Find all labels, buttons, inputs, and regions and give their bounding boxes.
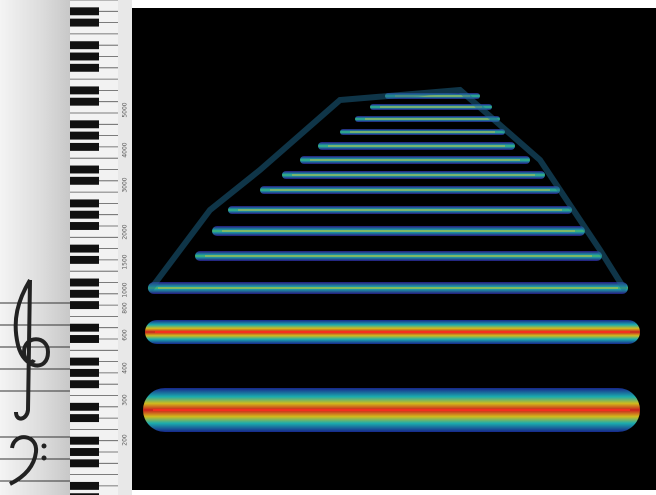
black-key [70,448,99,456]
black-key [70,166,99,174]
black-key [70,199,99,207]
bass-clef-dot [42,456,47,461]
black-key [70,482,99,490]
black-key [70,256,99,264]
black-key [70,279,99,287]
frequency-label: 200 [122,434,129,446]
black-key [70,369,99,377]
black-key [70,437,99,445]
black-key [70,324,99,332]
black-key [70,335,99,343]
black-key [70,120,99,128]
black-key [70,290,99,298]
frequency-label: 800 [122,302,129,314]
black-key [70,459,99,467]
black-key [70,245,99,253]
black-key [70,98,99,106]
frequency-label: 5000 [122,102,129,117]
spectrogram-screenshot: 200 300 400 600 800 1000 1500 2000 3000 4000 5000 [0,0,656,495]
black-key [70,358,99,366]
frequency-label: 300 [122,394,129,406]
frequency-label: 1500 [122,254,129,269]
black-key [70,403,99,411]
black-key [70,143,99,151]
black-key [70,301,99,309]
black-key [70,53,99,61]
frequency-label: 400 [122,362,129,374]
black-key [70,177,99,185]
paper-background [0,0,70,495]
frequency-label: 1000 [122,282,129,297]
black-key [70,380,99,388]
black-key [70,19,99,27]
black-key [70,222,99,230]
frequency-label: 600 [122,329,129,341]
black-key [70,132,99,140]
frequency-label: 2000 [122,224,129,239]
black-key [70,211,99,219]
black-key [70,86,99,94]
bass-clef-dot [42,444,47,449]
frequency-label: 4000 [122,142,129,157]
black-key [70,41,99,49]
frequency-label: 3000 [122,177,129,192]
black-key [70,64,99,72]
frequency-ruler [118,0,132,495]
black-key [70,7,99,15]
black-key [70,414,99,422]
